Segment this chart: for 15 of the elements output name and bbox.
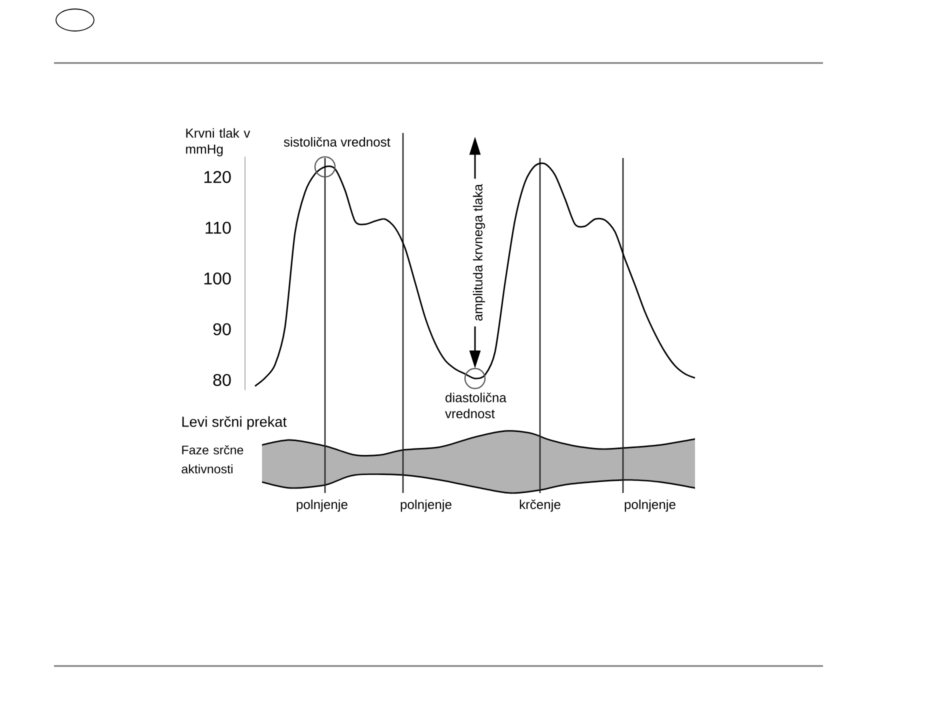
y-tick-label: 100 <box>204 272 231 285</box>
y-tick-label: 120 <box>204 170 231 184</box>
text: Levi srčni prekat <box>182 416 287 430</box>
text: Faze srčne aktivnosti <box>182 445 244 474</box>
text: polnjenje <box>296 500 348 512</box>
y-tick-label: 110 <box>206 222 231 234</box>
text: krčenje <box>520 500 560 512</box>
text: polnjenje <box>624 500 676 512</box>
y-axis-title: Krvni tlak v mmHg <box>186 128 250 156</box>
annotation: sistolična vrednost <box>284 137 390 147</box>
annotation: amplituda krvnega tlaka <box>472 184 486 321</box>
text: polnjenje <box>400 500 452 512</box>
y-tick-label: 90 <box>213 323 231 336</box>
annotation: diastolična vrednost <box>445 392 506 418</box>
y-tick-label: 80 <box>213 374 231 386</box>
